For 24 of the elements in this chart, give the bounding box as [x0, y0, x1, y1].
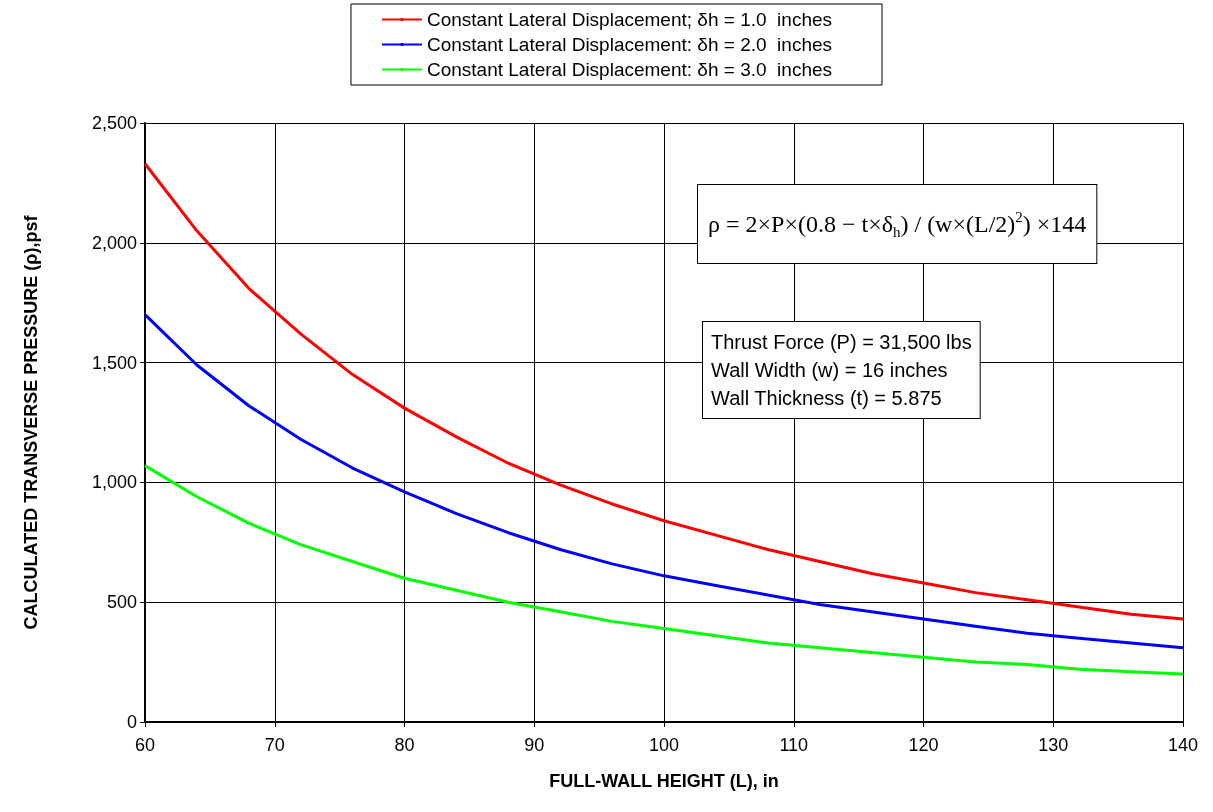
x-tick-label: 110 — [779, 735, 809, 755]
y-tick-label: 500 — [106, 592, 137, 613]
x-tick-label: 80 — [394, 735, 415, 755]
x-tick-label: 60 — [134, 735, 156, 755]
y-tick-label: 0 — [126, 712, 137, 732]
line-series — [143, 464, 1185, 676]
y-tick-label: 2,500 — [91, 113, 137, 133]
x-axis-title: FULL-WALL HEIGHT (L), in — [549, 771, 779, 791]
legend-label: Constant Lateral Displacement: δh = 2.0 inches — [426, 34, 833, 55]
x-tick-label: 100 — [648, 735, 680, 755]
legend-label: Constant Lateral Displacement: δh = 3.0 inches — [426, 59, 833, 80]
x-tick-label: 70 — [264, 735, 285, 755]
annotation: Thrust Force (P) = 31,500 lbs Wall Width (w) = 16 inches Wall Thickness (t) = 5.875 — [711, 331, 972, 409]
y-axis-title: CALCULATED TRANSVERSE PRESSURE (ρ),psf — [21, 214, 41, 630]
line-series — [143, 313, 1185, 650]
y-tick-label: 1,000 — [91, 472, 137, 493]
x-tick-label: 90 — [524, 735, 545, 755]
line-series — [143, 162, 1185, 621]
y-tick-label: 2,000 — [91, 232, 137, 253]
legend-label: Constant Lateral Displacement; δh = 1.0 inches — [426, 9, 833, 30]
y-tick-label: 1,500 — [91, 352, 137, 373]
x-tick-label: 120 — [908, 735, 939, 755]
x-tick-label: 140 — [1167, 735, 1199, 755]
x-tick-label: 130 — [1038, 735, 1069, 755]
